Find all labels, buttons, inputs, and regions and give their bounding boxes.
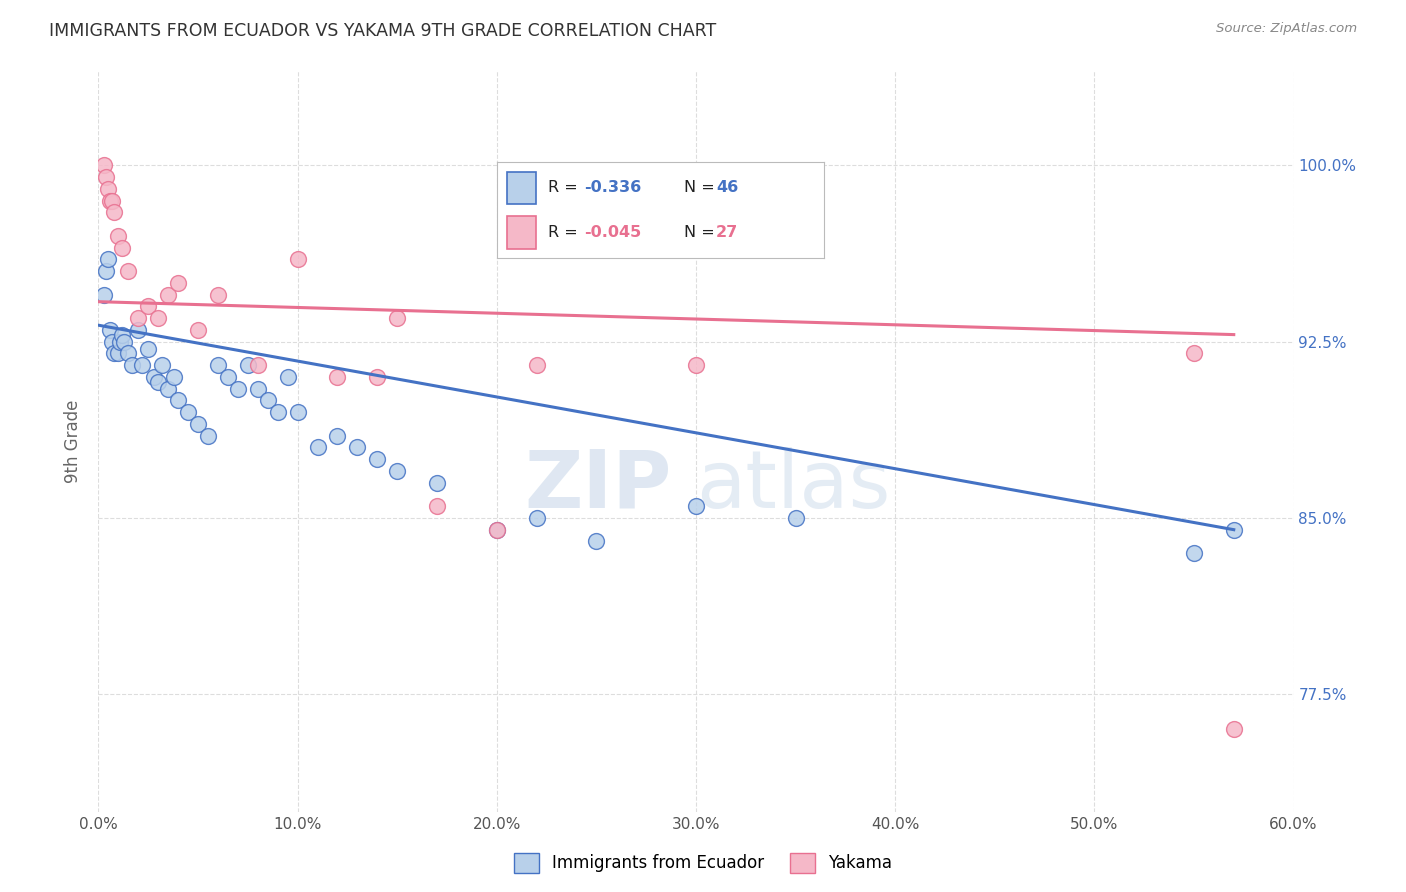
- Point: [98, 323, 122, 337]
- Point: [256, 393, 278, 408]
- Point: [107, 228, 129, 243]
- Point: [148, 375, 170, 389]
- Text: Source: ZipAtlas.com: Source: ZipAtlas.com: [1216, 22, 1357, 36]
- Point: [157, 382, 180, 396]
- Point: [346, 441, 368, 455]
- Point: [163, 370, 186, 384]
- Point: [111, 327, 134, 342]
- Point: [112, 334, 135, 349]
- Point: [107, 346, 129, 360]
- Point: [287, 252, 309, 267]
- Point: [236, 358, 259, 372]
- Point: [131, 358, 153, 372]
- Point: [136, 342, 159, 356]
- Point: [267, 405, 290, 419]
- Point: [287, 405, 309, 419]
- Point: [1223, 523, 1246, 537]
- Point: [426, 475, 449, 490]
- Text: -0.336: -0.336: [583, 180, 641, 195]
- Legend: Immigrants from Ecuador, Yakama: Immigrants from Ecuador, Yakama: [508, 847, 898, 880]
- Point: [111, 241, 134, 255]
- Point: [1223, 723, 1246, 737]
- Point: [143, 370, 166, 384]
- Point: [585, 534, 607, 549]
- Point: [785, 511, 807, 525]
- Point: [97, 182, 120, 196]
- Point: [110, 334, 132, 349]
- Text: R =: R =: [548, 180, 582, 195]
- Text: R =: R =: [548, 225, 582, 240]
- Point: [136, 299, 159, 313]
- Point: [93, 158, 115, 172]
- Point: [1182, 546, 1205, 560]
- Point: [246, 358, 269, 372]
- Text: ZIP: ZIP: [524, 447, 672, 525]
- Point: [177, 405, 200, 419]
- Point: [217, 370, 239, 384]
- Point: [426, 499, 449, 513]
- Point: [96, 170, 118, 185]
- Point: [385, 311, 409, 326]
- Text: N =: N =: [683, 180, 720, 195]
- Point: [326, 370, 349, 384]
- Point: [307, 441, 329, 455]
- Point: [226, 382, 249, 396]
- Point: [485, 523, 508, 537]
- Point: [366, 370, 388, 384]
- Text: 27: 27: [716, 225, 738, 240]
- Point: [101, 194, 124, 208]
- Y-axis label: 9th Grade: 9th Grade: [65, 400, 83, 483]
- Point: [97, 252, 120, 267]
- FancyBboxPatch shape: [508, 216, 537, 249]
- Point: [101, 334, 124, 349]
- Point: [103, 205, 125, 219]
- Point: [127, 311, 149, 326]
- Point: [526, 511, 548, 525]
- Point: [366, 452, 388, 467]
- Point: [385, 464, 409, 478]
- Point: [326, 428, 349, 442]
- Point: [121, 358, 143, 372]
- Point: [127, 323, 149, 337]
- Point: [150, 358, 173, 372]
- Point: [685, 358, 707, 372]
- Point: [117, 264, 139, 278]
- Point: [96, 264, 118, 278]
- FancyBboxPatch shape: [508, 171, 537, 204]
- Text: -0.045: -0.045: [583, 225, 641, 240]
- Point: [277, 370, 299, 384]
- Point: [685, 499, 707, 513]
- Point: [187, 323, 209, 337]
- Point: [1182, 346, 1205, 360]
- Point: [187, 417, 209, 431]
- Point: [526, 358, 548, 372]
- Text: 46: 46: [716, 180, 738, 195]
- Point: [98, 194, 122, 208]
- Point: [117, 346, 139, 360]
- Point: [246, 382, 269, 396]
- Point: [157, 287, 180, 301]
- Point: [167, 393, 190, 408]
- Text: IMMIGRANTS FROM ECUADOR VS YAKAMA 9TH GRADE CORRELATION CHART: IMMIGRANTS FROM ECUADOR VS YAKAMA 9TH GR…: [49, 22, 717, 40]
- Point: [103, 346, 125, 360]
- Text: atlas: atlas: [696, 447, 890, 525]
- Point: [197, 428, 219, 442]
- Point: [207, 287, 229, 301]
- Point: [485, 523, 508, 537]
- Point: [167, 276, 190, 290]
- Point: [207, 358, 229, 372]
- Point: [93, 287, 115, 301]
- Point: [148, 311, 170, 326]
- Text: N =: N =: [683, 225, 720, 240]
